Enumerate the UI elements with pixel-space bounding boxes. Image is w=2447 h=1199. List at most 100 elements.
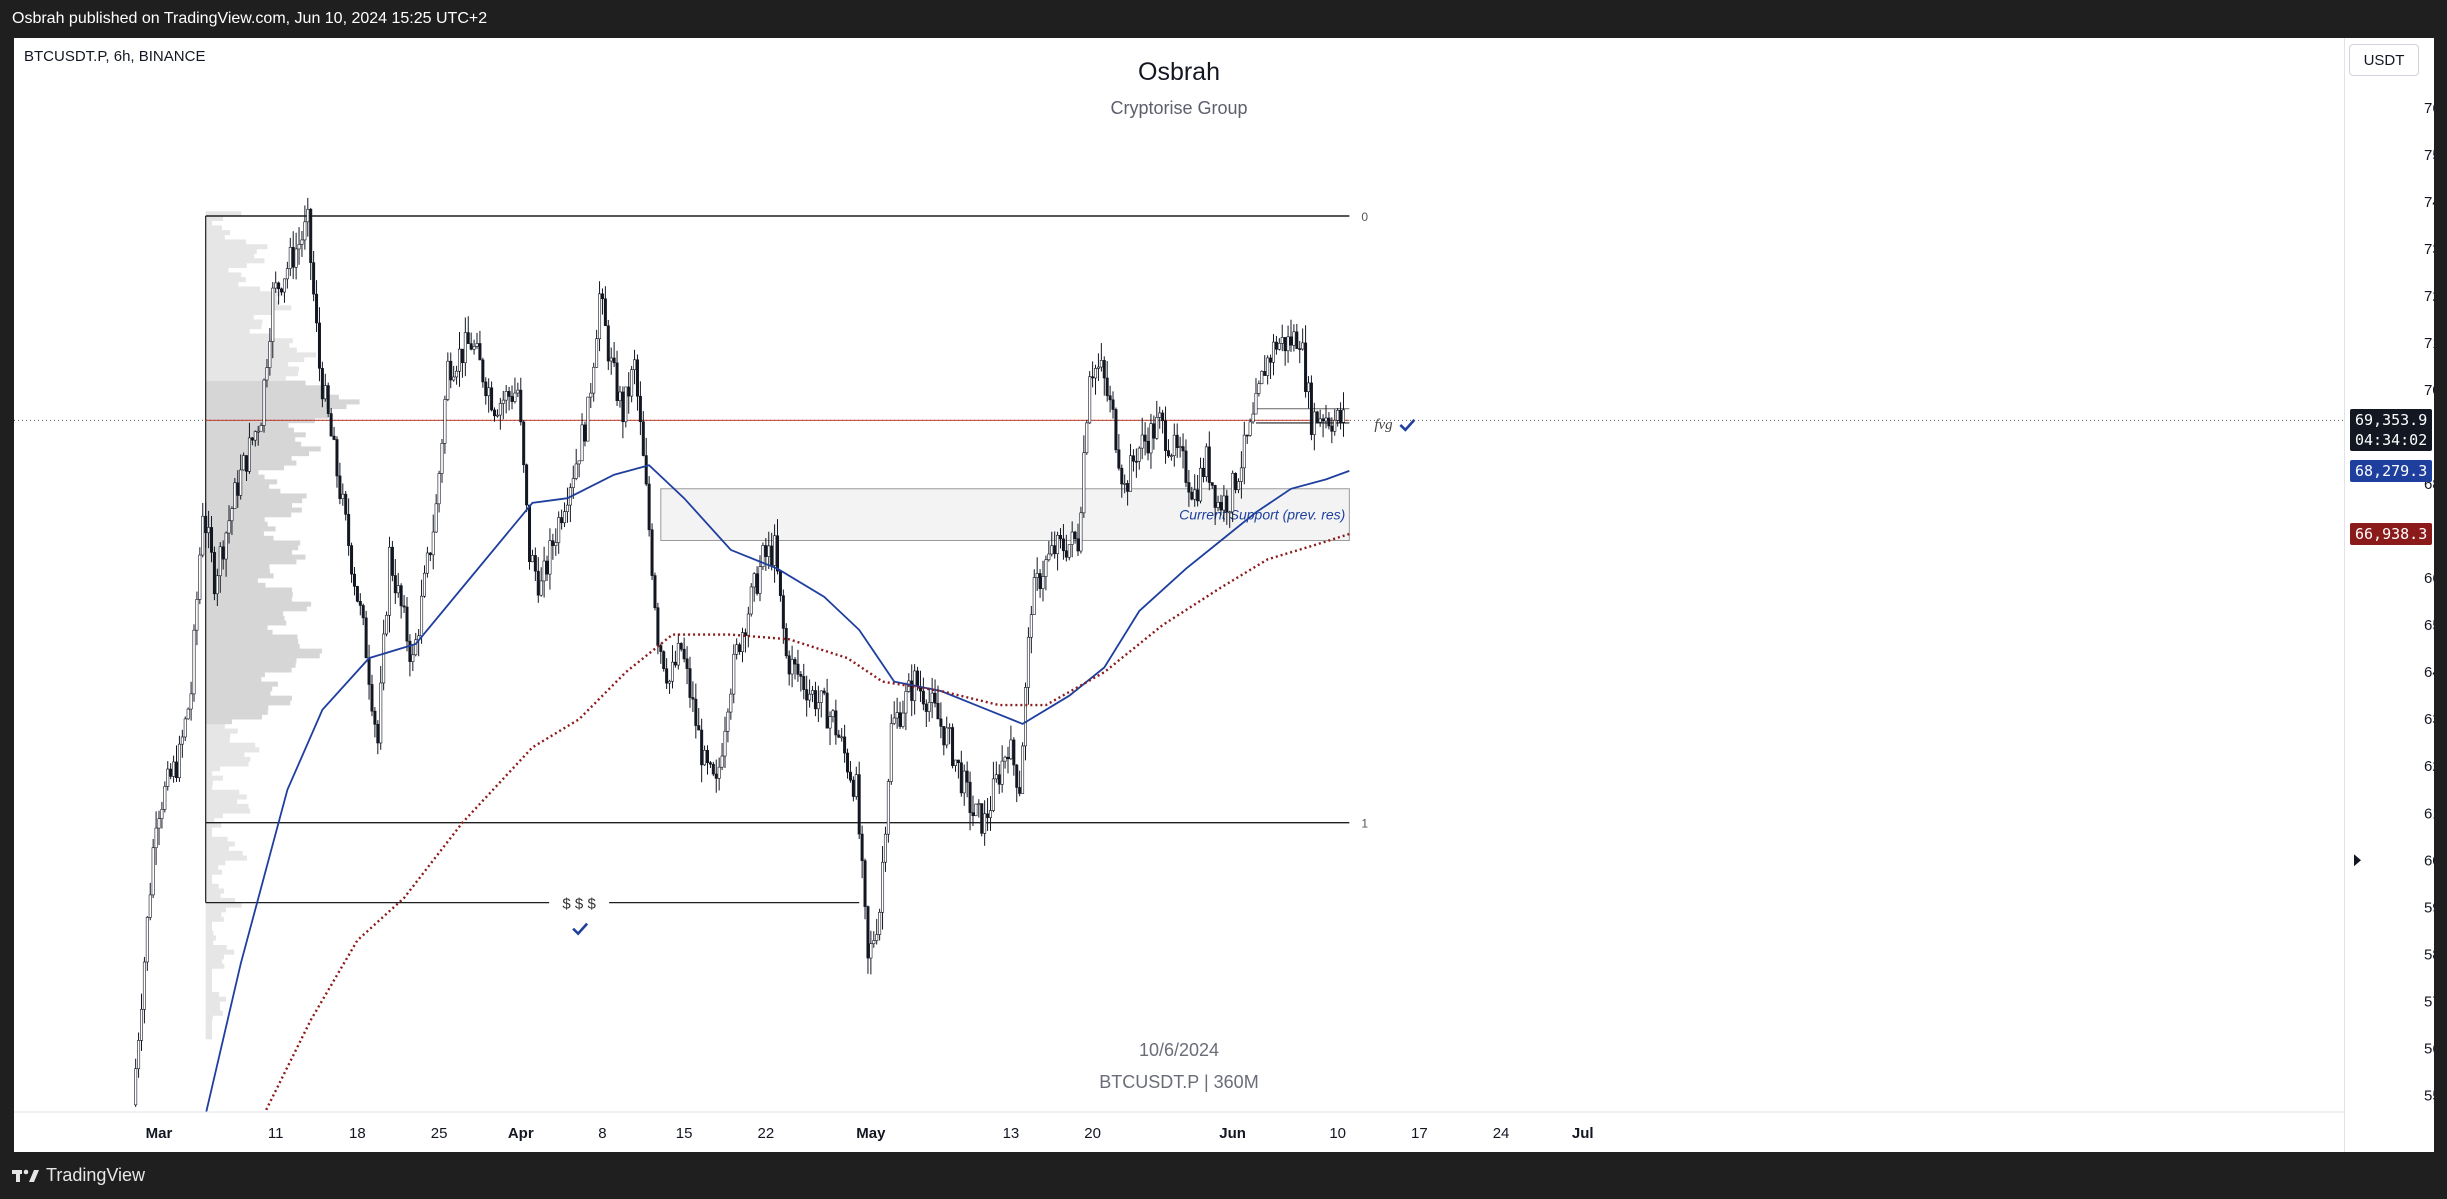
candle-body	[930, 692, 934, 703]
candle-body	[980, 803, 984, 834]
volume-profile-bar	[205, 935, 217, 941]
candle-body	[431, 531, 435, 556]
candle-body	[1032, 577, 1036, 615]
candle-body	[201, 515, 205, 556]
price-axis-label: 76,000.0	[2424, 100, 2434, 117]
candle-body	[933, 692, 937, 704]
candle-body	[166, 768, 170, 787]
chart-subtitle: Cryptorise Group	[1110, 98, 1248, 118]
candle-body	[525, 464, 529, 506]
candle-body	[1175, 434, 1179, 448]
candle-body	[735, 644, 739, 655]
candle-body	[857, 774, 861, 835]
volume-profile-bar	[205, 921, 212, 927]
candle-body	[1245, 434, 1249, 437]
candle-body	[1199, 467, 1203, 502]
candle-body	[323, 385, 327, 400]
candle-body	[1295, 331, 1299, 349]
candle-body	[948, 727, 952, 729]
candle-body	[1304, 342, 1308, 392]
candle-body	[145, 917, 149, 963]
volume-profile-bar	[205, 399, 360, 405]
price-axis-label: 74,000.0	[2424, 194, 2434, 211]
candle-body	[1184, 450, 1188, 483]
volume-profile-bar	[205, 512, 292, 518]
volume-profile-bar	[205, 987, 212, 993]
candle-body	[615, 362, 619, 401]
volume-profile-bar	[205, 502, 292, 508]
candle-body	[227, 520, 231, 534]
volume-profile-bar	[205, 573, 274, 579]
currency-button[interactable]: USDT	[2349, 44, 2419, 76]
candle-body	[207, 527, 211, 534]
support-zone[interactable]	[660, 488, 1350, 541]
volume-profile-bar	[205, 253, 255, 259]
candle-body	[577, 460, 581, 465]
volume-profile	[205, 211, 360, 1040]
candle-body	[1079, 512, 1083, 552]
candle-body	[799, 674, 803, 677]
candle-body	[1260, 371, 1264, 385]
candle-body	[405, 606, 409, 642]
candle-body	[1096, 366, 1100, 369]
candle-body	[460, 348, 464, 364]
candle-body	[361, 605, 365, 619]
volume-profile-bar	[205, 817, 215, 823]
candle-body	[603, 298, 607, 327]
candle-body	[676, 643, 680, 666]
volume-profile-bar	[205, 629, 273, 635]
candle-body	[816, 702, 820, 710]
tradingview-logo[interactable]: TradingView	[12, 1165, 145, 1186]
candle-body	[898, 712, 902, 727]
volume-profile-bar	[205, 601, 312, 607]
publish-info: Osbrah published on TradingView.com, Jun…	[12, 10, 488, 27]
candle-body	[516, 389, 520, 394]
symbol-label[interactable]: BTCUSDT.P, 6h, BINANCE	[24, 48, 206, 65]
candle-body	[306, 208, 310, 223]
chart-area[interactable]: Current Support (prev. res)01$ $ $fvg76,…	[14, 38, 2434, 1152]
candle-body	[1044, 559, 1048, 577]
volume-profile-bar	[205, 342, 290, 348]
ma-blue-line[interactable]	[205, 464, 1350, 1114]
candle-body	[1091, 376, 1095, 379]
volume-profile-bar	[205, 451, 309, 457]
candle-body	[916, 670, 920, 687]
candle-body	[449, 360, 453, 381]
candle-body	[819, 690, 823, 703]
candle-body	[539, 580, 543, 596]
candle-body	[300, 239, 304, 245]
volume-profile-bar	[205, 643, 300, 649]
volume-profile-bar	[205, 982, 212, 988]
volume-profile-bar	[205, 634, 298, 640]
candle-body	[1105, 377, 1109, 397]
candle-body	[994, 774, 998, 780]
price-axis-label: 72,000.0	[2424, 288, 2434, 305]
candle-body	[309, 208, 313, 263]
candle-body	[802, 676, 806, 690]
candle-body	[624, 386, 628, 423]
price-axis-label: 70,000.0	[2424, 382, 2434, 399]
candle-body	[478, 343, 482, 361]
candle-body	[1067, 544, 1071, 558]
candle-body	[1336, 410, 1340, 421]
volume-profile-bar	[205, 516, 265, 522]
volume-profile-bar	[205, 888, 225, 894]
candle-body	[910, 680, 914, 701]
candle-body	[1216, 501, 1220, 508]
candle-body	[192, 629, 196, 695]
candle-body	[586, 396, 590, 442]
chart-canvas[interactable]: Current Support (prev. res)01$ $ $fvg76,…	[14, 38, 2434, 1152]
volume-profile-bar	[205, 272, 242, 278]
ma-red-line[interactable]	[263, 532, 1350, 1114]
volume-profile-bar	[205, 855, 247, 861]
volume-profile-bar	[205, 225, 222, 231]
candle-body	[437, 473, 441, 505]
candle-body	[688, 668, 692, 698]
candle-body	[1152, 423, 1156, 439]
candle-body	[1082, 452, 1086, 514]
ma-blue-badge: 68,279.3	[2350, 459, 2433, 482]
volume-profile-bar	[205, 799, 238, 805]
candle-body	[1108, 395, 1112, 401]
volume-profile-bar	[205, 1001, 220, 1007]
volume-profile-bar	[205, 916, 224, 922]
